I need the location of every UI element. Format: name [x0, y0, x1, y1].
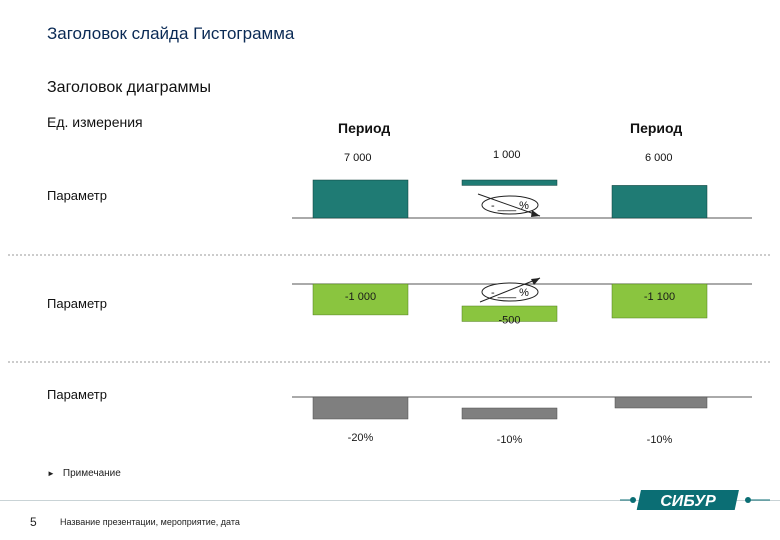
footer-divider [0, 500, 780, 501]
bar-panel1-change [461, 179, 558, 186]
data-label-panel2-2: -500 [498, 314, 520, 326]
bar-panel2-1 [312, 283, 409, 316]
total-label-2: 1 000 [493, 149, 521, 161]
note-row: ► Примечание [47, 468, 121, 479]
bar-panel1-period2 [611, 185, 708, 219]
data-label-panel3-1: -20% [348, 432, 374, 444]
bar-panel2-2 [461, 305, 558, 322]
bar-panel2-3 [611, 283, 708, 319]
period-label-2: Период [630, 120, 683, 136]
page-number: 5 [30, 515, 37, 529]
period-label-1: Период [338, 120, 391, 136]
callout-arrowhead [531, 210, 540, 217]
unit-label: Ед. измерения [47, 114, 143, 130]
param-label-3: Параметр [47, 387, 107, 402]
total-label-3: 6 000 [645, 152, 673, 164]
bar-panel1-period1 [312, 179, 409, 219]
footer-text: Название презентации, мероприятие, дата [60, 517, 240, 527]
param-label-2: Параметр [47, 296, 107, 311]
bar-panel3-3 [614, 396, 708, 409]
param-label-1: Параметр [47, 188, 107, 203]
bullet-icon: ► [47, 469, 55, 478]
chart-title: Заголовок диаграммы [47, 79, 211, 96]
data-label-panel3-2: -10% [497, 434, 523, 446]
callout-arrow [477, 193, 541, 217]
total-label-1: 7 000 [344, 152, 372, 164]
bar-panel3-2 [461, 407, 558, 420]
data-label-panel2-1: -1 000 [345, 291, 376, 303]
change-callout [481, 282, 539, 302]
slide-title: Заголовок слайда Гистограмма [47, 24, 295, 43]
change-callout-text: - ___ % [491, 287, 529, 299]
note-text: Примечание [62, 468, 121, 479]
logo-text: СИБУР [660, 493, 716, 510]
data-label-panel3-3: -10% [647, 434, 673, 446]
callout-arrowhead [531, 278, 540, 285]
sibur-logo: СИБУР [620, 490, 770, 510]
data-label-panel2-3: -1 100 [644, 291, 675, 303]
bar-panel3-1 [312, 396, 409, 420]
callout-arrow [479, 277, 541, 303]
